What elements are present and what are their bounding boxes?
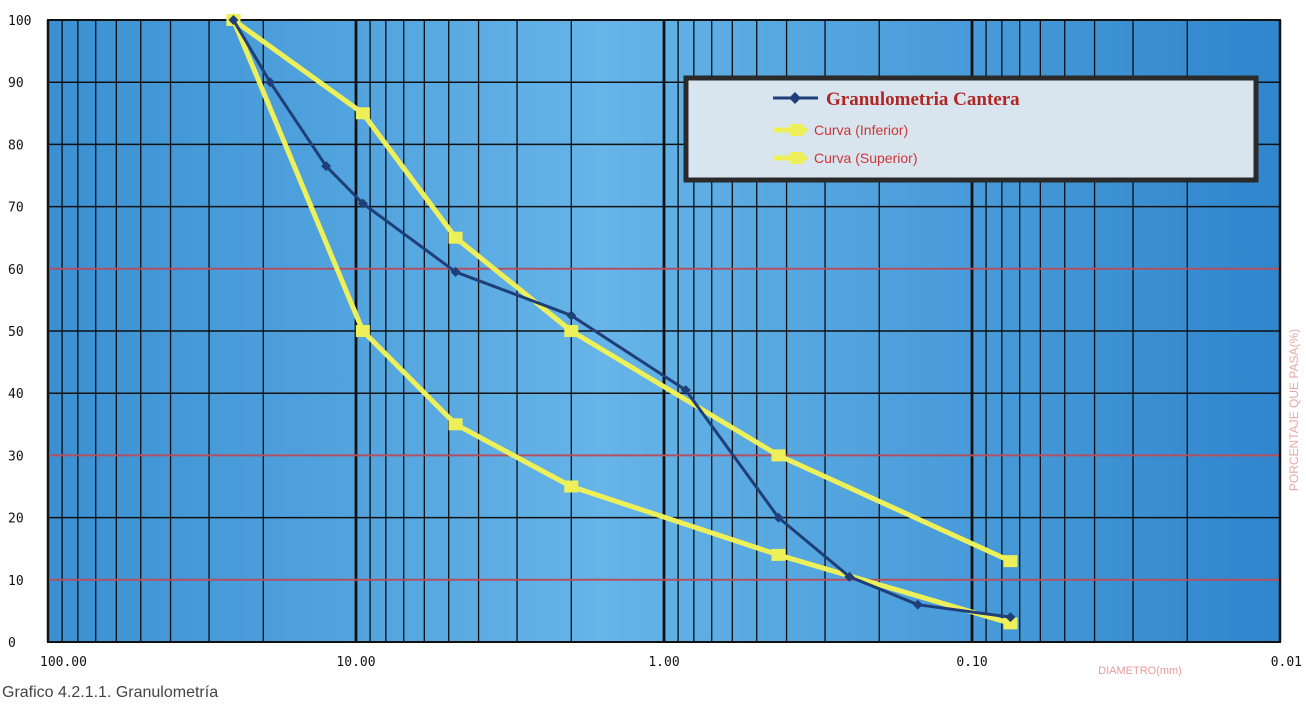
y-tick-label: 20 — [8, 512, 24, 527]
y-axis-label: PORCENTAJE QUE PASA(%) — [1287, 329, 1301, 491]
series-point — [355, 107, 370, 120]
y-tick-label: 80 — [8, 138, 24, 153]
legend: Granulometria Cantera Curva (Inferior) C… — [683, 75, 1259, 183]
y-tick-labels: 0 10 20 30 40 50 60 70 80 90 100 — [8, 14, 31, 651]
legend-label-cantera: Granulometria Cantera — [826, 89, 1020, 110]
series-point — [771, 449, 786, 462]
series-point — [1005, 612, 1016, 623]
series-0 — [228, 15, 1016, 623]
legend-label-inferior: Curva (Inferior) — [814, 122, 908, 138]
series-point — [564, 325, 579, 337]
x-tick-label: 0.10 — [956, 655, 987, 670]
figure-caption: Grafico 4.2.1.1. Granulometría — [2, 684, 219, 701]
legend-item-superior: Curva (Superior) — [773, 150, 917, 166]
series-layer — [226, 14, 1018, 630]
y-tick-label: 40 — [8, 387, 24, 402]
x-tick-label: 1.00 — [648, 655, 679, 670]
x-tick-label: 10.00 — [336, 655, 375, 670]
grid-lines — [46, 19, 1282, 643]
series-point — [773, 512, 784, 523]
series-point — [321, 161, 332, 172]
series-line-1 — [231, 19, 1012, 626]
x-axis-label: DIAMETRO(mm) — [1098, 665, 1182, 677]
series-point — [448, 231, 463, 244]
x-tick-labels: 100.00 10.00 1.00 0.10 0.01 — [40, 655, 1302, 670]
series-1 — [226, 14, 1018, 630]
y-tick-label: 30 — [8, 449, 24, 464]
y-tick-label: 60 — [8, 263, 24, 278]
x-tick-label: 0.01 — [1271, 655, 1302, 670]
series-point — [912, 599, 923, 610]
series-point — [357, 198, 368, 209]
series-point — [355, 325, 370, 337]
y-tick-label: 90 — [8, 76, 24, 91]
x-tick-label: 100.00 — [40, 655, 87, 670]
series-point — [566, 310, 577, 321]
series-point — [228, 15, 239, 25]
legend-box — [683, 75, 1259, 183]
legend-item-cantera: Granulometria Cantera — [773, 89, 1020, 110]
series-point — [680, 385, 691, 396]
series-line-2 — [231, 17, 1012, 564]
series-point — [265, 77, 276, 88]
series-point — [448, 418, 463, 431]
y-tick-label: 50 — [8, 325, 24, 340]
legend-item-inferior: Curva (Inferior) — [773, 122, 908, 138]
y-tick-label: 100 — [8, 14, 31, 29]
series-point — [450, 266, 461, 277]
series-point — [771, 548, 786, 561]
y-tick-label: 0 — [8, 636, 16, 651]
y-tick-label: 70 — [8, 201, 24, 216]
series-point — [1003, 617, 1018, 630]
series-point — [1003, 555, 1018, 568]
legend-label-superior: Curva (Superior) — [814, 150, 917, 166]
series-2 — [226, 14, 1018, 568]
series-point — [844, 571, 855, 582]
plot-frame — [47, 19, 1281, 643]
series-point — [564, 480, 579, 493]
y-tick-label: 10 — [8, 574, 24, 589]
